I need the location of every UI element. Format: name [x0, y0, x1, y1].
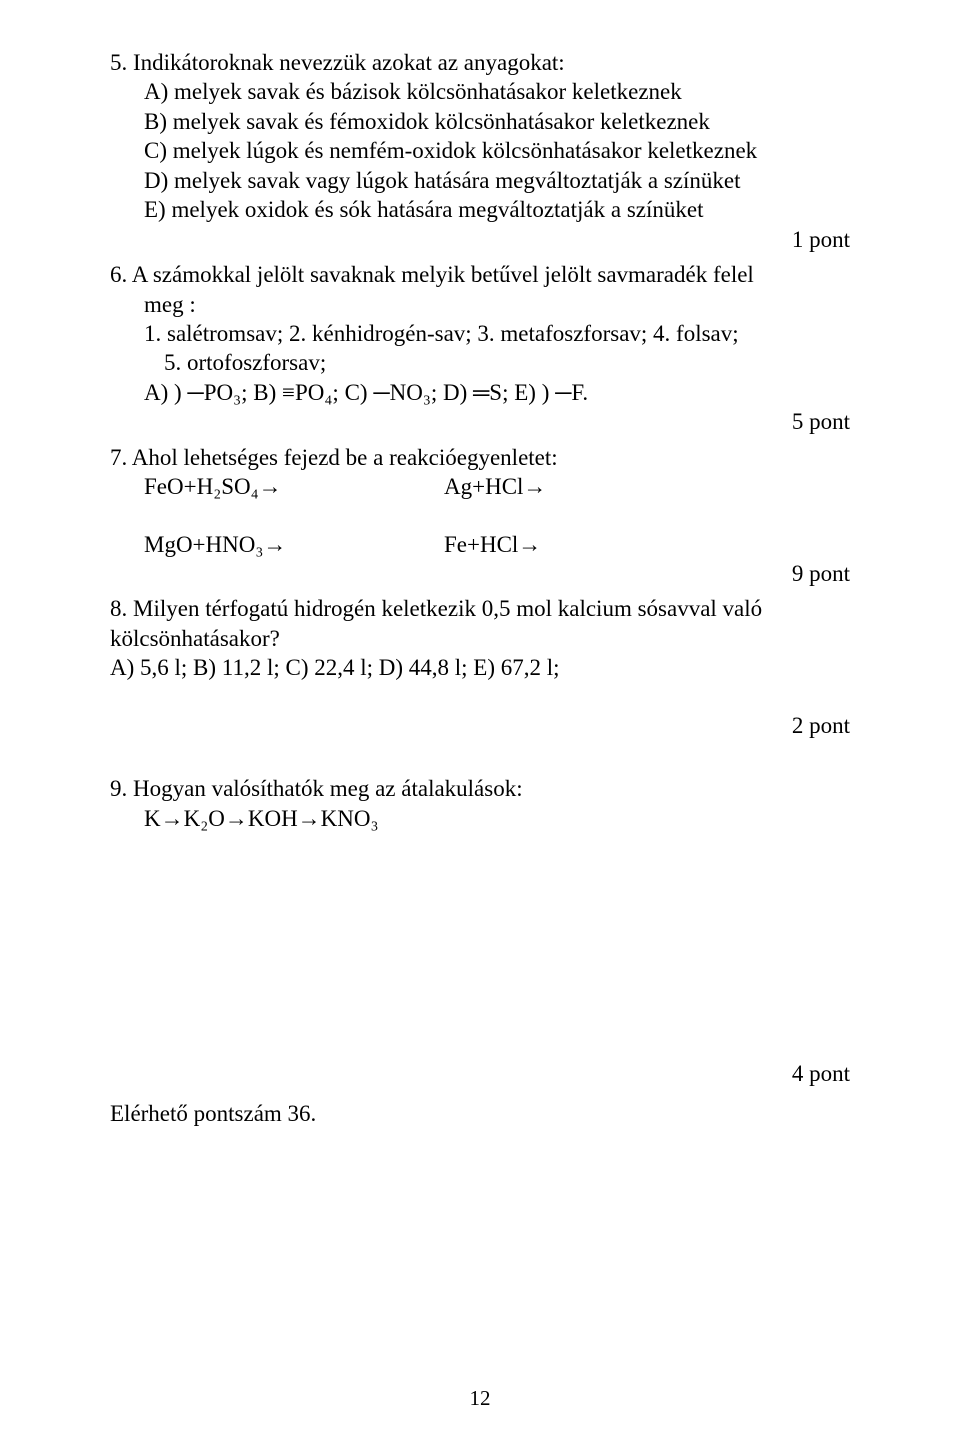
question-5: 5. Indikátoroknak nevezzük azokat az any…: [110, 48, 850, 254]
q5-option-b: B) melyek savak és fémoxidok kölcsönhatá…: [110, 107, 850, 136]
q6-points: 5 pont: [110, 407, 850, 436]
q7-points: 9 pont: [110, 559, 850, 588]
spacer: [110, 502, 850, 530]
q6-answers: A) ) ─PO₃; B) ≡PO₄; C) ─NO₃; D) ═S; E) )…: [110, 378, 850, 407]
q7-eq-feoh2so4: FeO+H₂SO₄→: [110, 472, 444, 501]
q7-eq-mgohno3: MgO+HNO₃→: [110, 530, 444, 559]
total-points: Elérhető pontszám 36.: [110, 1099, 850, 1128]
q9-stem: 9. Hogyan valósíthatók meg az átalakulás…: [110, 774, 850, 803]
question-6: 6. A számokkal jelölt savaknak melyik be…: [110, 260, 850, 437]
q6-stem-line1: 6. A számokkal jelölt savaknak melyik be…: [110, 260, 850, 289]
spacer: [110, 1089, 850, 1099]
question-8: 8. Milyen térfogatú hidrogén keletkezik …: [110, 594, 850, 740]
q7-eq-aghcl: Ag+HCl→: [444, 472, 850, 501]
q5-option-d: D) melyek savak vagy lúgok hatására megv…: [110, 166, 850, 195]
question-7: 7. Ahol lehetséges fejezd be a reakcióeg…: [110, 443, 850, 589]
page-number: 12: [0, 1385, 960, 1412]
q7-stem: 7. Ahol lehetséges fejezd be a reakcióeg…: [110, 443, 850, 472]
page: 5. Indikátoroknak nevezzük azokat az any…: [0, 0, 960, 1434]
spacer: [110, 839, 850, 1059]
q5-option-e: E) melyek oxidok és sók hatására megvált…: [110, 195, 850, 224]
q7-eq-fehcl: Fe+HCl→: [444, 530, 850, 559]
question-9: 9. Hogyan valósíthatók meg az átalakulás…: [110, 774, 850, 833]
q8-answers: A) 5,6 l; B) 11,2 l; C) 22,4 l; D) 44,8 …: [110, 653, 850, 682]
q5-option-c: C) melyek lúgok és nemfém-oxidok kölcsön…: [110, 136, 850, 165]
q8-points: 2 pont: [110, 711, 850, 740]
q9-equation: K→K₂O→KOH→KNO₃: [110, 804, 850, 833]
q9-points: 4 pont: [110, 1059, 850, 1088]
q5-points: 1 pont: [110, 225, 850, 254]
q7-row2: MgO+HNO₃→ Fe+HCl→: [110, 530, 850, 559]
q7-row1: FeO+H₂SO₄→ Ag+HCl→: [110, 472, 850, 501]
q5-stem: 5. Indikátoroknak nevezzük azokat az any…: [110, 48, 850, 77]
spacer: [110, 746, 850, 774]
q6-list-line1: 1. salétromsav; 2. kénhidrogén-sav; 3. m…: [110, 319, 850, 348]
q6-stem-line2: meg :: [110, 290, 850, 319]
q5-option-a: A) melyek savak és bázisok kölcsönhatása…: [110, 77, 850, 106]
spacer: [110, 683, 850, 711]
q8-stem-line1: 8. Milyen térfogatú hidrogén keletkezik …: [110, 594, 850, 623]
q6-list-line2: 5. ortofoszforsav;: [110, 348, 850, 377]
q8-stem-line2: kölcsönhatásakor?: [110, 624, 850, 653]
